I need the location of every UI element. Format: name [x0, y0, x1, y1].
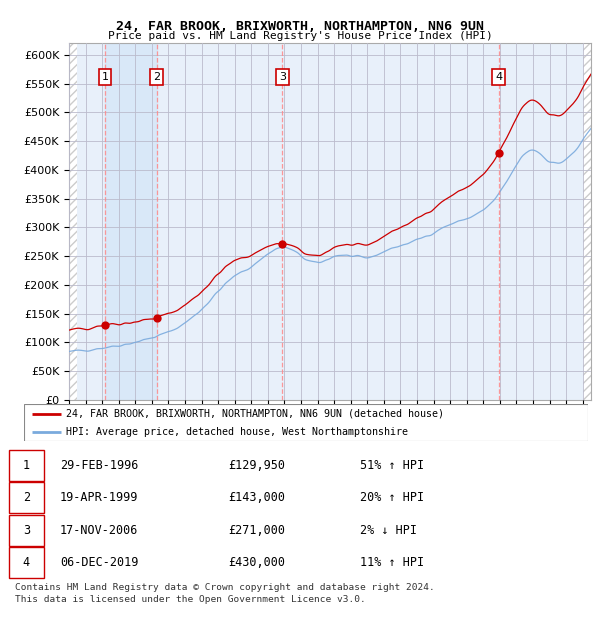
Text: 4: 4 — [495, 73, 502, 82]
Text: 3: 3 — [279, 73, 286, 82]
FancyBboxPatch shape — [24, 404, 588, 441]
Text: Price paid vs. HM Land Registry's House Price Index (HPI): Price paid vs. HM Land Registry's House … — [107, 31, 493, 41]
Bar — [69, 43, 77, 400]
Text: £430,000: £430,000 — [228, 556, 285, 569]
Text: HPI: Average price, detached house, West Northamptonshire: HPI: Average price, detached house, West… — [66, 427, 409, 437]
Text: 20% ↑ HPI: 20% ↑ HPI — [360, 492, 424, 504]
Text: 19-APR-1999: 19-APR-1999 — [60, 492, 139, 504]
Text: 51% ↑ HPI: 51% ↑ HPI — [360, 459, 424, 472]
Bar — [583, 43, 599, 400]
Text: 24, FAR BROOK, BRIXWORTH, NORTHAMPTON, NN6 9UN (detached house): 24, FAR BROOK, BRIXWORTH, NORTHAMPTON, N… — [66, 409, 444, 419]
Text: 2: 2 — [23, 492, 30, 504]
Text: 24, FAR BROOK, BRIXWORTH, NORTHAMPTON, NN6 9UN: 24, FAR BROOK, BRIXWORTH, NORTHAMPTON, N… — [116, 20, 484, 33]
Text: This data is licensed under the Open Government Licence v3.0.: This data is licensed under the Open Gov… — [15, 595, 366, 604]
Text: Contains HM Land Registry data © Crown copyright and database right 2024.: Contains HM Land Registry data © Crown c… — [15, 583, 435, 592]
Text: 06-DEC-2019: 06-DEC-2019 — [60, 556, 139, 569]
Text: £271,000: £271,000 — [228, 524, 285, 536]
Text: 17-NOV-2006: 17-NOV-2006 — [60, 524, 139, 536]
Bar — [105, 43, 157, 400]
Text: 1: 1 — [23, 459, 30, 472]
Bar — [583, 43, 599, 400]
Text: 3: 3 — [23, 524, 30, 536]
Text: 11% ↑ HPI: 11% ↑ HPI — [360, 556, 424, 569]
Text: £143,000: £143,000 — [228, 492, 285, 504]
Text: 2% ↓ HPI: 2% ↓ HPI — [360, 524, 417, 536]
Text: 29-FEB-1996: 29-FEB-1996 — [60, 459, 139, 472]
Text: £129,950: £129,950 — [228, 459, 285, 472]
Bar — [69, 43, 77, 400]
Text: 4: 4 — [23, 556, 30, 569]
Text: 2: 2 — [153, 73, 160, 82]
Text: 1: 1 — [101, 73, 109, 82]
